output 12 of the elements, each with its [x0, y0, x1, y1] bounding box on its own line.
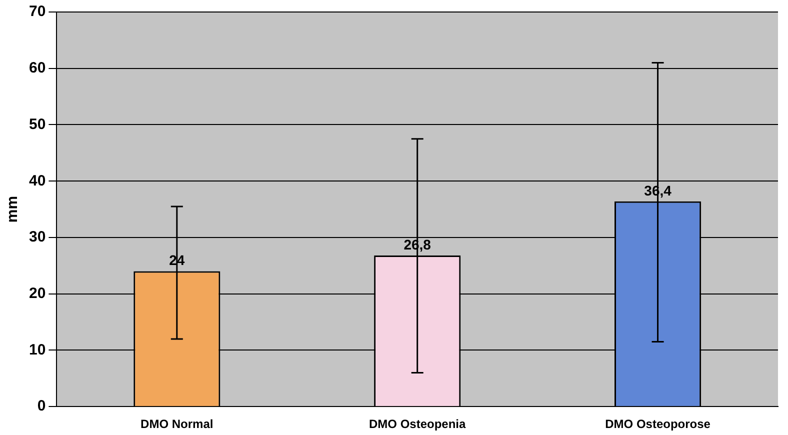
y-tick-label: 20 [28, 285, 46, 302]
x-tick-label: DMO Osteopenia [369, 417, 466, 432]
y-axis-title: mm [4, 196, 22, 223]
y-tick-label: 50 [28, 116, 46, 133]
y-tick-label: 0 [37, 398, 46, 415]
y-tick-label: 70 [28, 3, 46, 20]
y-tick-label: 60 [28, 60, 46, 77]
y-tick-label: 40 [28, 172, 46, 190]
x-tick-label: DMO Normal [140, 417, 214, 432]
x-tick-label: DMO Osteoporose [605, 417, 711, 432]
y-tick-label: 10 [28, 341, 46, 358]
y-tick-label: 30 [28, 228, 46, 246]
